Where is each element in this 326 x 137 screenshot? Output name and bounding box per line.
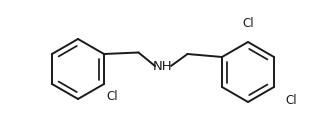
Text: NH: NH [153,61,173,73]
Text: Cl: Cl [107,90,118,103]
Text: Cl: Cl [242,17,254,30]
Text: Cl: Cl [286,93,297,106]
